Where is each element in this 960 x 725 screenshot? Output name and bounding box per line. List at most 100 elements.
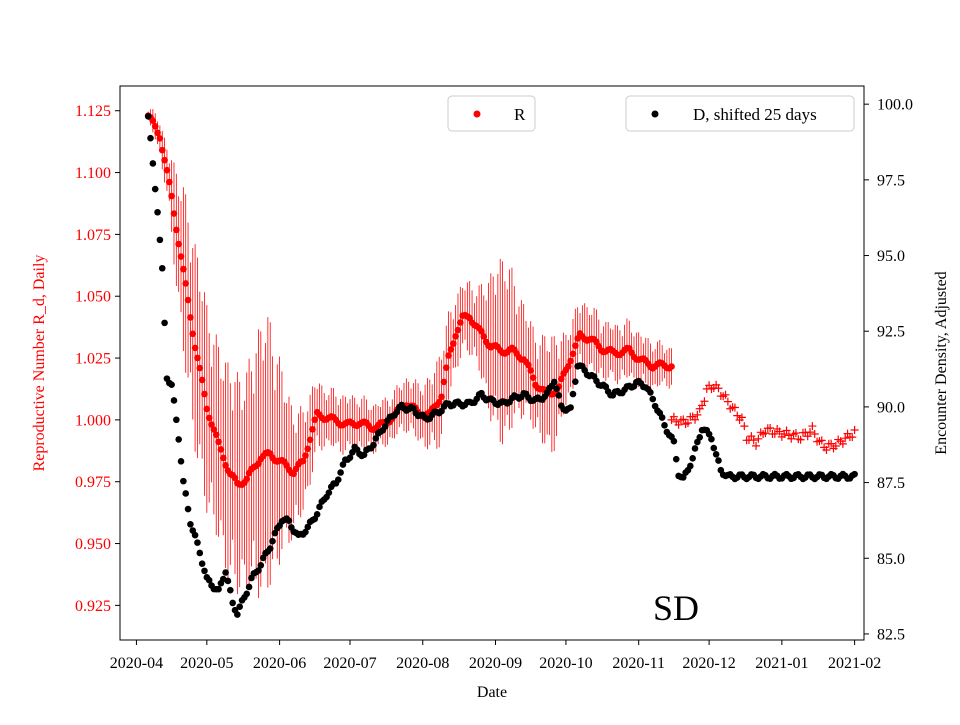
d-point [313, 511, 321, 518]
legend-r-marker [473, 110, 481, 118]
d-point [184, 505, 192, 513]
r-plus-point [850, 425, 859, 434]
r-point [435, 398, 443, 406]
r-plus-point [831, 441, 840, 450]
r-plus-point [810, 430, 819, 439]
d-point [198, 560, 206, 568]
d-point [647, 389, 654, 396]
y-right-tick-label: 87.5 [877, 475, 905, 492]
d-point [156, 236, 164, 244]
r-point [151, 122, 159, 130]
r-point [447, 346, 455, 353]
r-point [302, 452, 309, 459]
r-plus-point [669, 412, 678, 421]
y-left-axis-ticks: 0.925 0.950 0.975 1.000 1.025 1.050 1.075 1.100… [75, 103, 120, 615]
d-point [194, 539, 201, 546]
d-point [691, 445, 699, 452]
d-point [149, 160, 157, 167]
r-point [525, 361, 532, 369]
r-point [182, 280, 190, 287]
r-plus-point [822, 445, 831, 454]
d-point [175, 436, 182, 443]
r-point [442, 364, 450, 371]
r-point [180, 265, 187, 273]
y-right-axis-ticks: 82.5 85.0 87.5 90.0 92.5 95.0 97.5 100.0 [864, 97, 913, 643]
d-point [234, 611, 241, 618]
x-tick-label: 2020-04 [110, 655, 163, 672]
r-plus-point [806, 428, 815, 437]
r-plus-point [754, 434, 763, 443]
r-plus-point [721, 390, 730, 399]
r-point [243, 475, 251, 483]
y-right-axis-title: Encounter Density, Adjusted [933, 271, 950, 454]
d-point [696, 434, 704, 441]
y-left-axis-title: Reproductive Number R_d, Daily [31, 255, 48, 472]
d-point [215, 585, 222, 593]
d-point [661, 422, 668, 429]
r-plus-point [827, 439, 836, 448]
r-plus-point [775, 427, 784, 436]
d-point [372, 435, 380, 442]
d-point [670, 437, 678, 445]
legend-d-box [625, 95, 855, 132]
d-point [236, 603, 243, 610]
r-plus-point [761, 429, 770, 438]
r-point [215, 438, 222, 446]
r-plus-point [782, 426, 791, 435]
d-point [393, 408, 401, 416]
x-axis-title: Date [477, 684, 507, 701]
r-plus-point [674, 420, 683, 429]
r-point [154, 129, 161, 137]
x-tick-label: 2020-10 [539, 655, 592, 672]
d-point [285, 517, 293, 524]
y-left-tick-label: 0.975 [75, 474, 111, 491]
region-label: SD [653, 588, 699, 628]
r-plus-point [683, 419, 692, 428]
r-plus-point [803, 432, 812, 441]
d-point [851, 470, 858, 478]
y-left-tick-label: 1.000 [75, 412, 111, 429]
d-point [553, 385, 560, 393]
d-point [177, 458, 185, 465]
r-plus-point [841, 434, 850, 443]
d-point [337, 469, 344, 476]
r-point [569, 350, 577, 358]
r-plus-point [691, 415, 700, 424]
r-point [668, 363, 675, 370]
r-plus-point [848, 433, 857, 442]
r-point [557, 375, 565, 383]
r-point [438, 393, 445, 401]
d-point [316, 503, 323, 511]
r-point [306, 436, 314, 444]
r-plus-point [752, 441, 761, 450]
r-point [177, 253, 185, 260]
legend-d: D, shifted 25 days [625, 95, 855, 132]
d-point [182, 490, 190, 497]
d-point [158, 264, 166, 272]
d-point [715, 457, 722, 464]
r-point [457, 319, 464, 326]
r-point [529, 374, 537, 381]
r-point [311, 416, 319, 424]
r-plus-point [679, 415, 688, 424]
r-point [203, 405, 211, 413]
x-tick-label: 2020-07 [323, 655, 376, 672]
y-right-tick-label: 82.5 [877, 626, 905, 643]
r-point [222, 462, 229, 469]
r-plus-point [791, 429, 800, 438]
y-left-tick-label: 1.025 [75, 351, 111, 368]
d-point [572, 378, 579, 385]
r-plus-point [733, 411, 742, 420]
r-plus-point [714, 384, 723, 393]
r-point [194, 354, 201, 362]
r-plus-point [740, 422, 749, 431]
legend-d-label: D, shifted 25 days [693, 105, 817, 124]
r-plus-point [693, 410, 702, 419]
r-point [452, 332, 459, 340]
legend-r-label: R [514, 105, 526, 124]
d-point [567, 404, 574, 411]
d-point [325, 489, 333, 496]
x-tick-label: 2021-01 [755, 655, 808, 672]
